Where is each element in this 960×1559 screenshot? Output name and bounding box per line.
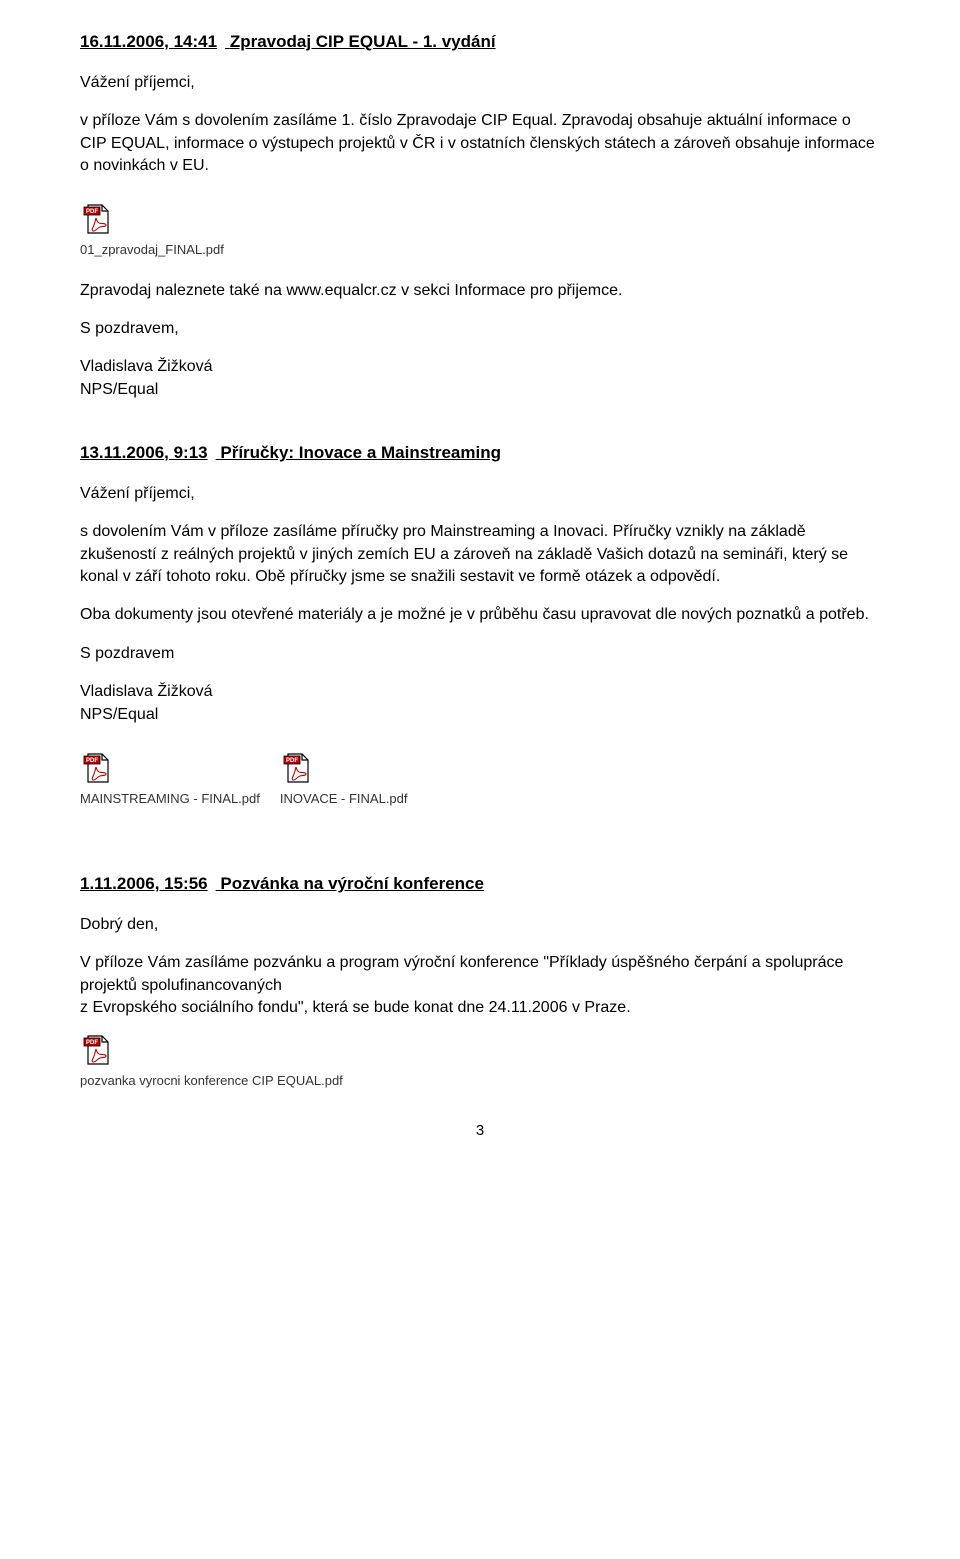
- pdf-attachment[interactable]: PDF MAINSTREAMING - FINAL.pdf: [80, 742, 260, 808]
- pdf-attachment[interactable]: PDF 01_zpravodaj_FINAL.pdf: [80, 193, 880, 259]
- greeting-text: Vážení příjemci,: [80, 483, 880, 505]
- signoff-text: S pozdravem: [80, 643, 880, 665]
- signature-name: Vladislava Žižková: [80, 681, 880, 703]
- pdf-icon: PDF: [80, 1032, 114, 1068]
- signoff-text: S pozdravem,: [80, 318, 880, 340]
- pdf-filename: pozvanka vyrocni konference CIP EQUAL.pd…: [80, 1072, 343, 1090]
- pdf-attachment[interactable]: PDF pozvanka vyrocni konference CIP EQUA…: [80, 1024, 880, 1090]
- entry-block: 16.11.2006, 14:41 Zpravodaj CIP EQUAL - …: [80, 30, 880, 401]
- signature-org: NPS/Equal: [80, 704, 880, 726]
- svg-text:PDF: PDF: [286, 758, 298, 764]
- pdf-icon: PDF: [80, 750, 114, 786]
- pdf-icon: PDF: [280, 750, 314, 786]
- greeting-text: Vážení příjemci,: [80, 72, 880, 94]
- entry-header: 1.11.2006, 15:56 Pozvánka na výroční kon…: [80, 872, 880, 896]
- entry-date: 1.11.2006, 15:56: [80, 874, 208, 893]
- signature-org: NPS/Equal: [80, 379, 880, 401]
- body-paragraph: s dovolením Vám v příloze zasíláme příru…: [80, 521, 880, 588]
- svg-text:PDF: PDF: [86, 758, 98, 764]
- entry-title: Příručky: Inovace a Mainstreaming: [220, 443, 501, 462]
- entry-title: Zpravodaj CIP EQUAL - 1. vydání: [230, 32, 496, 51]
- svg-text:PDF: PDF: [86, 209, 98, 215]
- signature-block: Vladislava Žižková NPS/Equal: [80, 356, 880, 401]
- entry-title: Pozvánka na výroční konference: [220, 874, 484, 893]
- pdf-filename: 01_zpravodaj_FINAL.pdf: [80, 241, 224, 259]
- entry-header: 13.11.2006, 9:13 Příručky: Inovace a Mai…: [80, 441, 880, 465]
- body-paragraph: v příloze Vám s dovolením zasíláme 1. čí…: [80, 110, 880, 177]
- entry-date: 16.11.2006, 14:41: [80, 32, 217, 51]
- entry-date: 13.11.2006, 9:13: [80, 443, 208, 462]
- entry-block: 13.11.2006, 9:13 Příručky: Inovace a Mai…: [80, 441, 880, 808]
- pdf-attachment[interactable]: PDF INOVACE - FINAL.pdf: [280, 742, 408, 808]
- body-paragraph: Oba dokumenty jsou otevřené materiály a …: [80, 604, 880, 626]
- entry-header: 16.11.2006, 14:41 Zpravodaj CIP EQUAL - …: [80, 30, 880, 54]
- entry-block: 1.11.2006, 15:56 Pozvánka na výroční kon…: [80, 872, 880, 1090]
- greeting-text: Dobrý den,: [80, 914, 880, 936]
- signature-name: Vladislava Žižková: [80, 356, 880, 378]
- svg-text:PDF: PDF: [86, 1040, 98, 1046]
- pdf-icon: PDF: [80, 201, 114, 237]
- pdf-row: PDF MAINSTREAMING - FINAL.pdf PDF INOVAC…: [80, 742, 880, 808]
- signature-block: Vladislava Žižková NPS/Equal: [80, 681, 880, 726]
- body-paragraph: Zpravodaj naleznete také na www.equalcr.…: [80, 280, 880, 302]
- body-paragraph: V příloze Vám zasíláme pozvánku a progra…: [80, 952, 880, 997]
- pdf-filename: MAINSTREAMING - FINAL.pdf: [80, 790, 260, 808]
- pdf-filename: INOVACE - FINAL.pdf: [280, 790, 408, 808]
- page-number: 3: [80, 1120, 880, 1141]
- body-paragraph: z Evropského sociálního fondu", která se…: [80, 997, 880, 1019]
